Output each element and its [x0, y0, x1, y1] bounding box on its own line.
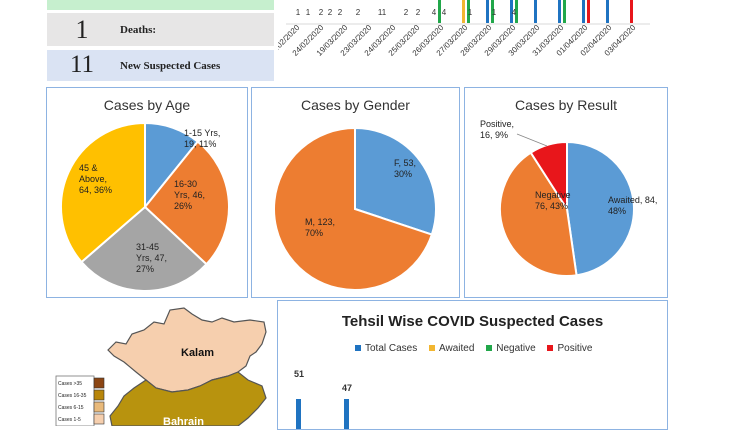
- bahrain-label: Bahrain: [163, 416, 204, 426]
- new-suspected-value: 11: [69, 51, 95, 78]
- daily-value-label: 4: [432, 8, 437, 17]
- daily-value-label: 2: [356, 8, 361, 17]
- pie-data-label: 1-15 Yrs, 19, 11%: [184, 128, 220, 149]
- legend-text-3: Cases 6-15: [58, 405, 84, 411]
- tehsil-bar-total: [296, 399, 301, 429]
- pie-slice-31-45-yrs: [80, 205, 208, 292]
- daily-bar: [515, 0, 518, 23]
- age-panel: Cases by Age 1-15 Yrs, 19, 11% 16-30 Yrs, 4…: [46, 87, 248, 298]
- daily-bar: [606, 0, 609, 23]
- new-suspected-label: New Suspected Cases: [120, 60, 221, 72]
- leader-line: [516, 133, 548, 147]
- map-legend: Cases >35 Cases 16-35 Cases 6-15 Cases 1…: [55, 375, 105, 426]
- pie-slice-positive: [529, 140, 568, 213]
- stat-box-top: [47, 0, 274, 10]
- daily-value-label: 4: [442, 8, 447, 17]
- pie-slice-16-30-yrs: [143, 140, 230, 266]
- age-chart-title: Cases by Age: [103, 97, 191, 113]
- result-pie-chart: Awaited, 84, 48% Negative 76, 43% Positive, 1…: [480, 119, 657, 277]
- stat-box-new-suspected: 11 New Suspected Cases: [47, 50, 274, 81]
- daily-bar: [491, 0, 494, 23]
- daily-bar: [563, 0, 566, 23]
- daily-bar: [630, 0, 633, 23]
- deaths-label: Deaths:: [120, 24, 157, 36]
- daily-value-label: 2: [404, 8, 409, 17]
- legend-text-4: Cases 1-5: [58, 417, 81, 423]
- legend-total: Total Cases: [355, 343, 417, 354]
- legend-swatch-4: [93, 413, 105, 425]
- gender-panel: Cases by Gender F, 53, 30% M, 123, 70%: [251, 87, 460, 298]
- pie-data-label: 45 & Above, 64, 36%: [79, 163, 112, 195]
- daily-bar: [438, 0, 441, 23]
- legend-negative: Negative: [486, 343, 536, 354]
- bahrain-region: [109, 371, 267, 426]
- pie-data-label: Positive, 16, 9%: [480, 119, 514, 140]
- result-panel: Cases by Result Awaited, 84, 48% Negative 7…: [464, 87, 668, 298]
- tehsil-bar-total: [344, 399, 349, 429]
- gender-pie-chart: F, 53, 30% M, 123, 70%: [273, 126, 437, 291]
- legend-text-2: Cases 16-35: [58, 393, 87, 399]
- pie-slice-negative: [499, 151, 578, 277]
- pie-data-label: M, 123, 70%: [305, 217, 335, 238]
- daily-cases-chart: 1 1 2 2 2 2 11 2 2 4 4 1 1 4 07/02/202024/02/202019/0…: [278, 0, 650, 58]
- pie-slice-m: [273, 126, 434, 291]
- tehsil-legend: Total Cases Awaited Negative Positive: [355, 343, 592, 354]
- tehsil-chart-title: Tehsil Wise COVID Suspected Cases: [341, 313, 604, 330]
- daily-bar: [558, 0, 561, 23]
- tehsil-value-label: 51: [294, 369, 304, 379]
- daily-value-label: 4: [512, 8, 517, 17]
- stat-box-deaths: 1 Deaths:: [47, 13, 274, 46]
- legend-text-1: Cases >35: [58, 381, 82, 387]
- tehsil-panel: Tehsil Wise COVID Suspected Cases Total …: [277, 300, 668, 430]
- pie-data-label: 16-30 Yrs, 46, 26%: [174, 179, 205, 211]
- daily-value-label: 1: [468, 8, 473, 17]
- daily-bar: [587, 0, 590, 23]
- legend-awaited: Awaited: [429, 343, 474, 354]
- pie-data-label: 31-45 Yrs, 47, 27%: [136, 242, 167, 274]
- pie-slice-f: [354, 126, 437, 236]
- gender-chart-title: Cases by Gender: [301, 97, 410, 113]
- pie-data-label: Awaited, 84, 48%: [608, 195, 657, 216]
- daily-value-label: 1: [296, 8, 301, 17]
- pie-data-label: F, 53, 30%: [394, 158, 416, 179]
- daily-bar: [582, 0, 585, 23]
- pie-slice-45-above: [60, 121, 146, 264]
- legend-swatch-1: [93, 377, 105, 389]
- tehsil-value-label: 47: [342, 383, 352, 393]
- daily-bar: [486, 0, 489, 23]
- daily-value-label: 2: [338, 8, 343, 17]
- pie-slice-awaited: [566, 140, 635, 277]
- kalam-label: Kalam: [181, 347, 214, 359]
- daily-value-label: 1: [306, 8, 311, 17]
- daily-value-label: 2: [319, 8, 324, 17]
- district-map: Kalam Bahrain Cases >35 Cases 16-35 Case…: [55, 307, 267, 426]
- daily-value-label: 11: [378, 8, 387, 17]
- pie-data-label: Negative 76, 43%: [535, 190, 571, 211]
- daily-bar: [467, 0, 470, 23]
- legend-positive: Positive: [547, 343, 592, 354]
- age-pie-chart: 1-15 Yrs, 19, 11% 16-30 Yrs, 46, 26%31-45 Yrs…: [60, 121, 230, 292]
- daily-bar: [462, 0, 465, 23]
- daily-bar: [510, 0, 513, 23]
- result-chart-title: Cases by Result: [515, 97, 617, 113]
- tehsil-bar-chart: 51 47: [294, 369, 352, 429]
- daily-value-label: 2: [416, 8, 421, 17]
- daily-value-label: 1: [492, 8, 497, 17]
- daily-bar: [534, 0, 537, 23]
- deaths-value: 1: [75, 15, 89, 44]
- legend-swatch-2: [93, 389, 105, 401]
- daily-value-label: 2: [328, 8, 333, 17]
- legend-swatch-3: [93, 401, 105, 413]
